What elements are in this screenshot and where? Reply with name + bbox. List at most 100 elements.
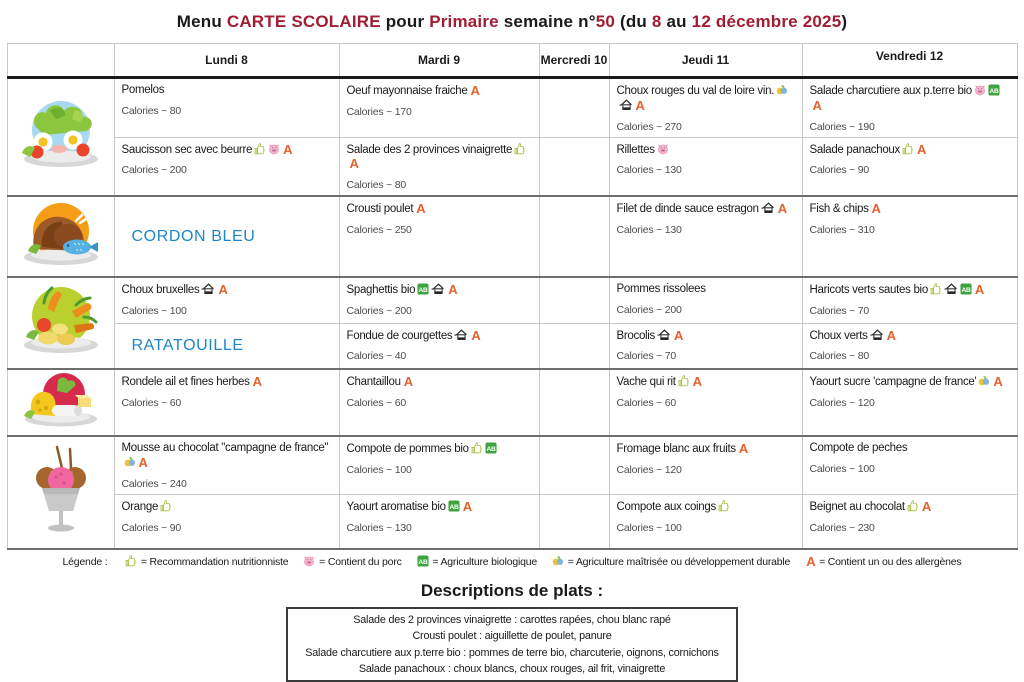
descriptions-title: Descriptions de plats : [420,581,604,601]
menu-cell: Pomelos Calories ~ 80 [113,76,340,138]
dish: Vache qui rit A [617,375,797,390]
calories-label: Calories ~ 270 [616,120,682,133]
dish-name: Beignet au chocolat [809,500,906,513]
dish: Rondele ail et fines herbes A [122,375,334,390]
empty-cell [538,435,610,495]
course-section: Mousse au chocolat "campagne de france"A… [6,435,1018,550]
nutrition-thumb-icon [514,142,526,155]
homemade-house-icon [619,99,633,111]
dish: Choux verts A [810,329,1012,344]
calories-label: Calories ~ 100 [809,462,875,475]
allergen-a-icon: A [806,554,816,570]
allergen-a-icon: A [138,454,148,470]
nutrition-thumb-icon [902,142,914,155]
menu-cell: Yaourt aromatise bio AB A Calories ~ 130 [338,493,540,550]
allergen-a-icon: A [916,141,927,157]
allergen-a-icon: A [635,97,645,113]
dish: Filet de dinde sauce estragon A [617,202,797,217]
dish: Spaghettis bio AB A [347,283,534,298]
day-header-jeudi: Jeudi 11 [608,43,803,79]
dish-name: Spaghettis bio [346,284,416,297]
nutrition-thumb-icon [907,499,919,512]
menu-row: Rondele ail et fines herbes A Calories ~ 6… [6,368,1018,437]
homemade-house-icon [454,329,468,341]
menu-row: Orange Calories ~ 90 Yaourt aromatise bio A… [7,493,1018,550]
dish-name: Pommes rissolees [616,283,706,296]
course-section: CORDON BLEU Crousti poulet A Calories ~ 250… [6,195,1018,278]
allergen-a-icon: A [886,327,896,343]
svg-text:AB: AB [486,446,496,453]
menu-cell: Haricots verts sautes bio AB A Calories ~ 7… [801,276,1018,324]
dish-name: Vache qui rit [616,376,676,389]
svg-text:AB: AB [419,287,429,294]
menu-cell: Mousse au chocolat "campagne de france"A… [113,435,340,495]
calories-label: Calories ~ 70 [809,304,870,317]
sustainable-leaf-icon [978,375,990,387]
title-accent-text: 12 décembre 2025 [691,12,842,31]
organic-ab-icon: AB [485,442,497,454]
day-header-row: Lundi 8 Mardi 9 Mercredi 10 Jeudi 11 Vendred… [6,43,1018,79]
calories-label: Calories ~ 80 [346,179,407,192]
course-icon-cell [6,276,115,370]
allergen-a-icon: A [871,201,881,217]
dish: Choux rouges du val de loire vin.A [617,84,797,114]
calories-label: Calories ~ 40 [346,350,407,363]
description-line: Crousti poulet : aiguillette de poulet, … [412,630,612,643]
menu-cell: Spaghettis bio AB A Calories ~ 200 [338,276,540,324]
allergen-a-icon: A [921,498,931,514]
nutrition-thumb-icon [678,375,690,387]
dish-name: Choux bruxelles [121,284,200,297]
dish: Oeuf mayonnaise fraiche A [347,84,534,99]
legend-item: = Contient du porc [301,556,402,568]
calories-label: Calories ~ 200 [346,304,412,317]
calories-label: Calories ~ 190 [809,120,875,133]
dish: Crousti poulet A [347,202,534,217]
title-text: semaine n° [498,12,596,31]
calories-label: Calories ~ 90 [121,521,182,534]
title-text: pour [380,12,430,31]
calories-label: Calories ~ 80 [121,104,182,117]
day-header-mardi: Mardi 9 [338,43,540,79]
allergen-a-icon: A [812,97,822,113]
calories-label: Calories ~ 230 [809,521,875,534]
menu-cell: CORDON BLEU [113,195,340,278]
calories-label: Calories ~ 120 [616,463,682,476]
dish: Haricots verts sautes bio AB A [810,283,1012,298]
calories-label: Calories ~ 170 [346,105,412,118]
dish: Saucisson sec avec beurre A [122,143,334,158]
dish-name: Compote aux coings [616,500,717,513]
vegetables-icon [14,286,108,363]
menu-cell: Compote de peches Calories ~ 100 [801,435,1018,495]
menu-row: Mousse au chocolat "campagne de france"A… [6,435,1018,550]
day-header-mercredi: Mercredi 10 [538,43,610,79]
course-icon-cell [6,76,115,197]
menu-cell: Oeuf mayonnaise fraiche A Calories ~ 170 [338,76,540,138]
title-accent-text: 50 [595,12,616,31]
menu-cell: Pommes rissolees Calories ~ 200 [608,276,803,324]
dish-name: Salade charcutiere aux p.terre bio [809,85,973,97]
featured-dish-label: RATATOUILLE [131,337,244,355]
dish-name: Saucisson sec avec beurre [121,143,253,156]
menu-cell: Fromage blanc aux fruits A Calories ~ 120 [608,435,803,495]
legend: Légende : = Recommandation nutritionnist… [0,555,1024,568]
menu-cell: Chantaillou A Calories ~ 60 [338,368,540,437]
organic-ab-icon: AB [448,500,460,512]
dish: Brocolis A [617,329,797,344]
dish: Salade charcutiere aux p.terre bio AB A [810,84,1012,114]
legend-item: = Agriculture maîtrisée ou développement… [550,556,790,568]
legend-item-text: = Agriculture biologique [429,556,538,569]
course-icon-cell [6,195,115,278]
pork-pig-icon [657,143,669,155]
calories-label: Calories ~ 130 [616,164,682,177]
starter-plate-icon [14,100,108,177]
calories-label: Calories ~ 100 [121,304,187,317]
nutrition-thumb-icon [254,142,266,155]
allergen-a-icon: A [416,201,426,217]
allergen-a-icon: A [252,374,262,390]
dish-name: Salade panachoux [809,143,901,156]
dish: Orange [122,499,334,515]
description-line: Salade panachoux : choux blancs, choux r… [358,662,666,675]
calories-label: Calories ~ 80 [809,350,870,363]
day-header-lundi: Lundi 8 [113,43,340,79]
dish: Rillettes [617,143,797,158]
